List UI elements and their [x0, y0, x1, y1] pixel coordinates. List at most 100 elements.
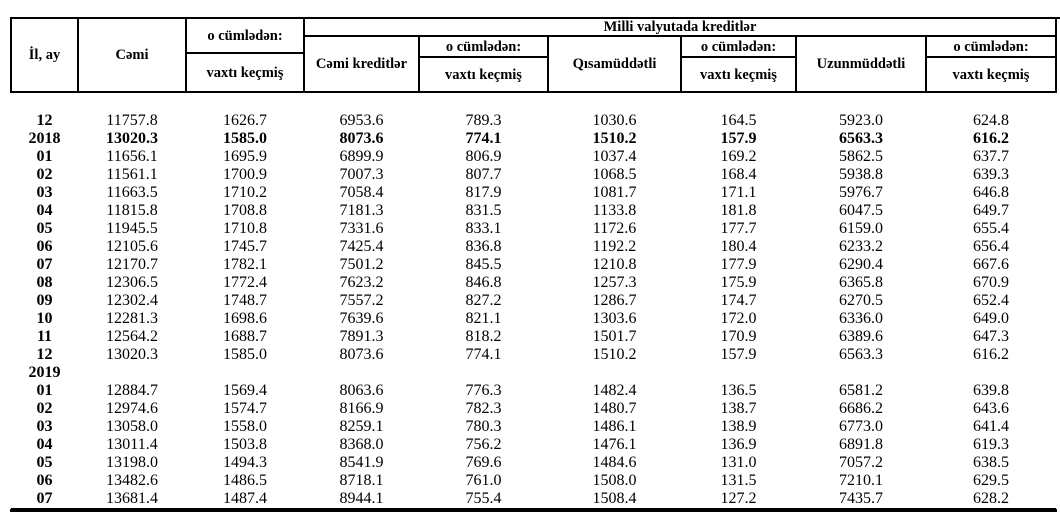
value-cell: 12105.6: [106, 238, 158, 256]
value-cell: [304, 364, 419, 382]
value-cell: 616.2: [973, 346, 1009, 364]
value-cell: 1708.8: [223, 202, 267, 220]
value-cell: 1257.3: [592, 274, 637, 292]
value-cell: 647.3: [973, 328, 1009, 346]
value-cell: 1626.7: [223, 112, 267, 130]
value-cell: 629.5: [973, 472, 1009, 490]
value-cell: 827.2: [465, 292, 502, 310]
period-cell: 07: [36, 256, 53, 274]
value-cell: 1487.4: [186, 490, 304, 510]
value-cell: 782.3: [465, 400, 502, 418]
header-short-term: Qısamüddətli: [547, 35, 682, 94]
value-cell: 7057.2: [839, 454, 883, 472]
value-cell: 821.1: [465, 310, 502, 328]
period-cell: 05: [36, 220, 53, 238]
table-body: 12 11757.8 1626.7 6953.6 789.3 1030.6 164.5 592…: [11, 92, 1060, 510]
value-cell: [186, 364, 304, 382]
value-cell: 845.5: [465, 256, 502, 274]
table-row: 07 12170.7 1782.1 7501.2 845.5 1210.8 177.9 629…: [11, 256, 1060, 274]
value-cell: 8259.1: [339, 418, 384, 436]
value-cell: 1695.9: [223, 148, 267, 166]
value-cell: 180.4: [720, 238, 757, 256]
value-cell: 1484.6: [592, 454, 637, 472]
header-short-term-including: o cümlədən:: [680, 35, 797, 59]
period-cell: 08: [36, 274, 53, 292]
value-cell: 7058.4: [339, 184, 384, 202]
value-cell: 7557.2: [339, 292, 384, 310]
value-cell: 7210.1: [839, 472, 883, 490]
value-cell: 13058.0: [106, 418, 158, 436]
period-cell: 04: [36, 436, 53, 454]
value-cell: 1710.8: [223, 220, 267, 238]
value-cell: 1585.0: [223, 130, 267, 148]
value-cell: 157.9: [720, 346, 757, 364]
value-cell: 169.2: [720, 148, 757, 166]
value-cell: 1782.1: [223, 256, 267, 274]
period-cell: 04: [36, 202, 53, 220]
value-cell: 761.0: [465, 472, 502, 490]
value-cell: [548, 364, 681, 382]
value-cell: 1480.7: [592, 400, 637, 418]
period-cell: 05: [36, 454, 53, 472]
value-cell: 6290.4: [839, 256, 883, 274]
value-cell: 7007.3: [339, 166, 384, 184]
period-cell: 01: [36, 382, 53, 400]
value-cell: 1133.8: [592, 202, 637, 220]
value-cell: [419, 364, 548, 382]
value-cell: 6953.6: [339, 112, 384, 130]
table-row: 03 13058.0 1558.0 8259.1 780.3 1486.1 138.9 677…: [11, 418, 1060, 436]
value-cell: 1745.7: [223, 238, 267, 256]
header-short-term-overdue: vaxtı keçmiş: [680, 56, 797, 94]
value-cell: 1476.1: [592, 436, 637, 454]
table-row: 04 13011.4 1503.8 8368.0 756.2 1476.1 136.9 689…: [11, 436, 1060, 454]
value-cell: 6891.8: [839, 436, 883, 454]
value-cell: 5976.7: [839, 184, 883, 202]
credits-table: İl, ay Cəmi o cümlədən: Milli valyutada …: [10, 16, 1060, 510]
header-long-term-including: o cümlədən:: [925, 35, 1057, 59]
value-cell: 5862.5: [839, 148, 883, 166]
value-cell: 806.9: [465, 148, 502, 166]
value-cell: 1710.2: [223, 184, 267, 202]
table-row: 11 12564.2 1688.7 7891.3 818.2 1501.7 170.9 638…: [11, 328, 1060, 346]
value-cell: 1494.3: [223, 454, 267, 472]
value-cell: 649.0: [973, 310, 1009, 328]
value-cell: 8166.9: [339, 400, 384, 418]
value-cell: 136.9: [720, 436, 757, 454]
value-cell: 774.1: [465, 130, 502, 148]
value-cell: 5923.0: [839, 112, 883, 130]
period-cell: 03: [36, 418, 53, 436]
value-cell: 755.4: [419, 490, 548, 510]
value-cell: 174.7: [720, 292, 757, 310]
period-cell: 06: [36, 238, 53, 256]
value-cell: 7501.2: [339, 256, 384, 274]
value-cell: 11757.8: [106, 112, 158, 130]
value-cell: 1508.4: [548, 490, 681, 510]
table-row: 2019: [11, 364, 1060, 382]
period-cell: 2019: [28, 364, 61, 382]
table-row: 01 11656.1 1695.9 6899.9 806.9 1037.4 169.2 586…: [11, 148, 1060, 166]
spacer-row: [11, 92, 1060, 112]
value-cell: 138.7: [720, 400, 757, 418]
header-total-including: o cümlədən:: [185, 16, 305, 55]
value-cell: 1569.4: [223, 382, 267, 400]
value-cell: 172.0: [720, 310, 757, 328]
header-total: Cəmi: [77, 16, 187, 94]
header-period: İl, ay: [10, 16, 79, 94]
value-cell: 1030.6: [592, 112, 637, 130]
header-total-credits-overdue: vaxtı keçmiş: [418, 56, 549, 94]
value-cell: 6899.9: [339, 148, 384, 166]
value-cell: 175.9: [720, 274, 757, 292]
table-row: 01 12884.7 1569.4 8063.6 776.3 1482.4 136.5 658…: [11, 382, 1060, 400]
value-cell: 628.2: [926, 490, 1056, 510]
value-cell: 780.3: [465, 418, 502, 436]
value-cell: 646.8: [973, 184, 1009, 202]
value-cell: 1210.8: [592, 256, 637, 274]
header-total-credits-including: o cümlədən:: [418, 35, 549, 59]
value-cell: 7891.3: [339, 328, 384, 346]
value-cell: 181.8: [720, 202, 757, 220]
value-cell: 131.0: [720, 454, 757, 472]
value-cell: 1508.0: [592, 472, 637, 490]
period-cell: 07: [11, 490, 78, 510]
value-cell: 774.1: [465, 346, 502, 364]
